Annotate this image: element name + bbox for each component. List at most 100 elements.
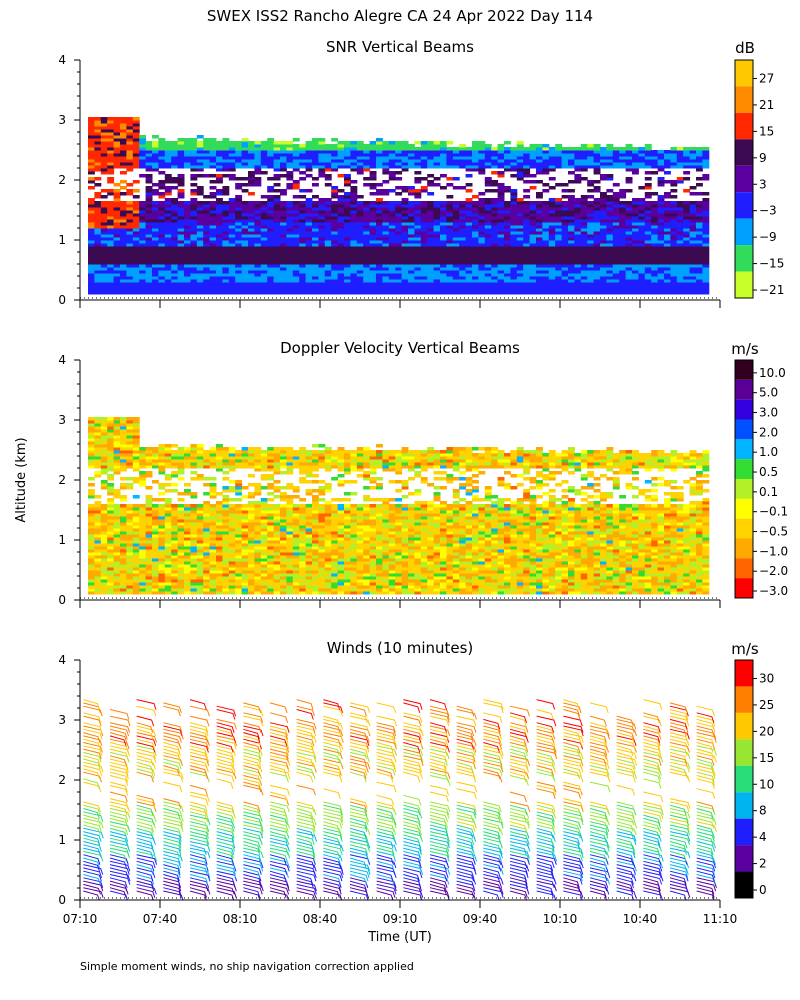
- snr-cell: [241, 246, 249, 250]
- snr-cell: [260, 156, 268, 160]
- snr-cell: [465, 240, 473, 244]
- snr-cell: [177, 279, 185, 283]
- snr-cell: [344, 261, 351, 265]
- snr-cell: [465, 246, 473, 250]
- doppler-cell: [100, 426, 108, 430]
- snr-cell: [644, 249, 652, 253]
- snr-cell: [254, 240, 262, 244]
- snr-cell: [113, 291, 121, 295]
- snr-cell: [241, 264, 249, 268]
- snr-cell: [529, 210, 537, 214]
- snr-cell: [388, 156, 396, 160]
- snr-cell: [452, 243, 460, 247]
- snr-cell: [363, 210, 371, 214]
- snr-cell: [555, 183, 563, 187]
- doppler-cell: [145, 561, 153, 565]
- snr-cell: [318, 276, 326, 280]
- snr-cell: [203, 159, 211, 163]
- snr-cell: [292, 276, 300, 280]
- snr-cell: [484, 279, 492, 283]
- doppler-cell: [132, 453, 140, 457]
- snr-cell: [440, 165, 447, 169]
- snr-cell: [459, 150, 467, 154]
- snr-cell: [164, 270, 172, 274]
- doppler-cell: [126, 582, 134, 586]
- snr-cell: [292, 258, 300, 262]
- snr-cell: [113, 255, 121, 259]
- doppler-cell: [132, 462, 140, 466]
- snr-cell: [606, 246, 614, 250]
- snr-cell: [152, 231, 159, 235]
- snr-cell: [414, 150, 422, 154]
- snr-cell: [459, 285, 467, 289]
- snr-cell: [491, 261, 499, 265]
- snr-cell: [574, 291, 582, 295]
- doppler-cell: [100, 552, 108, 556]
- snr-cell: [337, 276, 345, 280]
- doppler-cell: [171, 555, 179, 559]
- snr-cell: [548, 159, 556, 163]
- snr-cell: [286, 276, 294, 280]
- snr-cell: [312, 159, 319, 163]
- snr-cell: [107, 267, 115, 271]
- doppler-cell: [139, 582, 147, 586]
- snr-cell: [440, 279, 447, 283]
- snr-cell: [433, 249, 441, 253]
- snr-cell: [561, 261, 569, 265]
- doppler-cell: [145, 585, 153, 589]
- doppler-cell: [94, 537, 102, 541]
- snr-cell: [414, 291, 422, 295]
- snr-cell: [561, 204, 569, 208]
- snr-cell: [376, 162, 383, 166]
- doppler-cell: [107, 441, 115, 445]
- snr-cell: [561, 201, 569, 205]
- snr-cell: [126, 252, 134, 256]
- doppler-cell: [88, 519, 95, 523]
- snr-cell: [292, 204, 300, 208]
- snr-cell: [267, 219, 275, 223]
- doppler-cell: [113, 579, 121, 583]
- snr-cell: [657, 225, 665, 229]
- snr-cell: [228, 279, 236, 283]
- snr-cell: [286, 186, 294, 190]
- snr-cell: [331, 258, 339, 262]
- snr-cell: [491, 285, 499, 289]
- snr-cell: [305, 141, 313, 145]
- doppler-cell: [152, 480, 159, 484]
- snr-cell: [414, 237, 422, 241]
- snr-cell: [177, 144, 185, 148]
- snr-cell: [305, 213, 313, 217]
- snr-cell: [542, 246, 550, 250]
- doppler-cell: [120, 558, 127, 562]
- snr-cell: [203, 249, 211, 253]
- snr-cell: [664, 234, 671, 238]
- snr-cell: [356, 153, 364, 157]
- snr-cell: [536, 240, 543, 244]
- snr-cell: [107, 123, 115, 127]
- snr-cell: [414, 243, 422, 247]
- snr-cell: [152, 153, 159, 157]
- snr-cell: [408, 222, 415, 226]
- doppler-cell: [94, 555, 102, 559]
- snr-cell: [459, 153, 467, 157]
- snr-cell: [683, 231, 691, 235]
- snr-cell: [299, 291, 307, 295]
- snr-cell: [657, 240, 665, 244]
- snr-cell: [536, 207, 543, 211]
- snr-cell: [568, 258, 575, 262]
- snr-cell: [100, 126, 108, 130]
- snr-cell: [497, 246, 505, 250]
- doppler-cell: [158, 546, 166, 550]
- snr-cell: [260, 270, 268, 274]
- snr-cell: [113, 237, 121, 241]
- snr-cell: [152, 255, 159, 259]
- snr-cell: [280, 219, 287, 223]
- snr-cell: [100, 231, 108, 235]
- snr-cell: [356, 204, 364, 208]
- snr-cell: [222, 249, 230, 253]
- snr-cell: [491, 228, 499, 232]
- snr-cell: [196, 243, 204, 247]
- snr-cell: [369, 234, 377, 238]
- snr-cell: [472, 141, 479, 145]
- snr-cell: [120, 132, 127, 136]
